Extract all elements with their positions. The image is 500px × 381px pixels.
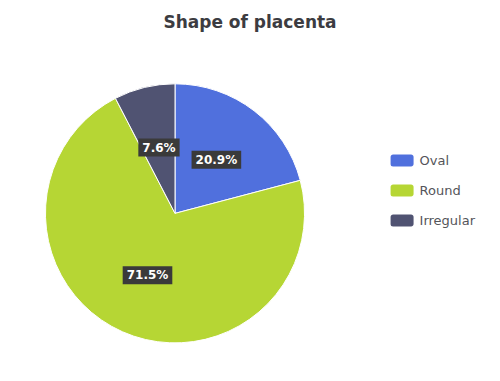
svg-text:71.5%: 71.5% [127,268,169,282]
svg-text:20.9%: 20.9% [196,153,238,167]
svg-text:Round: Round [420,183,461,198]
svg-text:Oval: Oval [420,153,450,168]
svg-text:Shape of placenta: Shape of placenta [163,12,336,32]
svg-text:Irregular: Irregular [420,213,476,228]
svg-text:7.6%: 7.6% [142,141,175,155]
